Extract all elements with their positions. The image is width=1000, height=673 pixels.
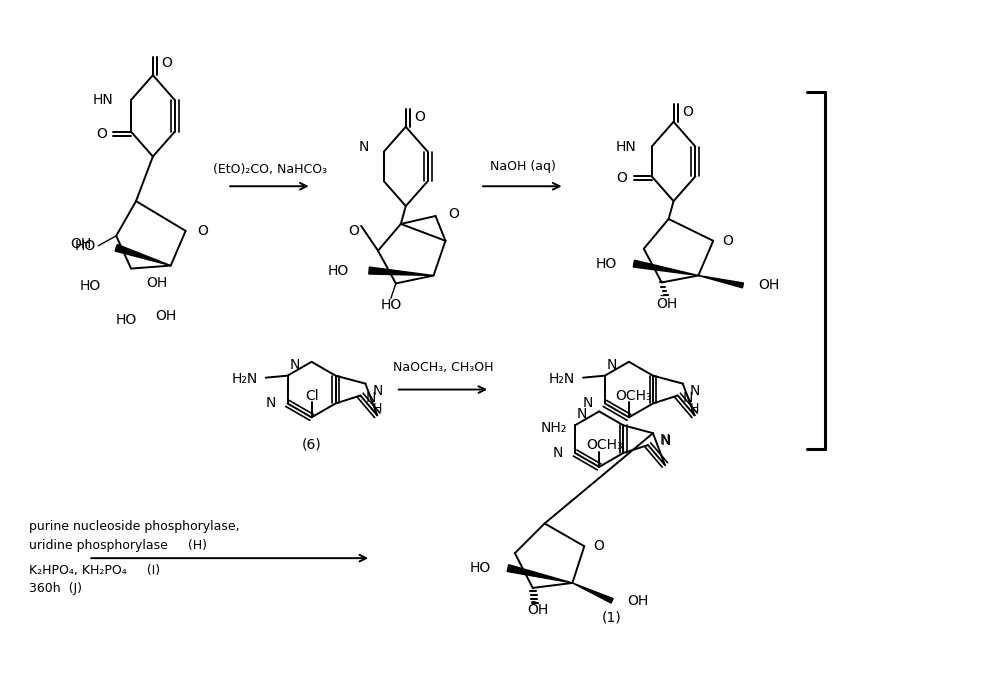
Text: N: N: [607, 358, 617, 371]
Text: HO: HO: [470, 561, 491, 575]
Polygon shape: [507, 565, 572, 583]
Text: N: N: [660, 433, 670, 447]
Text: OCH₃: OCH₃: [586, 438, 622, 452]
Text: ŌH: ŌH: [656, 297, 677, 312]
Text: Cl: Cl: [305, 388, 318, 402]
Text: N: N: [289, 358, 300, 371]
Text: N: N: [690, 384, 700, 398]
Text: N: N: [265, 396, 276, 411]
Text: O: O: [682, 105, 693, 119]
Text: N: N: [583, 396, 593, 411]
Text: NH₂: NH₂: [541, 421, 567, 435]
Text: H: H: [373, 402, 382, 415]
Text: O: O: [348, 224, 359, 238]
Text: N: N: [661, 434, 671, 448]
Text: O: O: [723, 234, 734, 248]
Polygon shape: [115, 244, 171, 266]
Text: HO: HO: [80, 279, 101, 293]
Text: N: N: [359, 139, 369, 153]
Text: NaOH (aq): NaOH (aq): [490, 160, 556, 173]
Text: O: O: [414, 110, 425, 124]
Text: H₂N: H₂N: [549, 371, 575, 386]
Text: O: O: [96, 127, 107, 141]
Polygon shape: [633, 260, 698, 275]
Text: N: N: [372, 384, 383, 398]
Text: H: H: [690, 402, 699, 415]
Polygon shape: [369, 267, 434, 275]
Text: OH: OH: [758, 279, 779, 293]
Text: ŌH: ŌH: [527, 603, 548, 616]
Text: OH: OH: [155, 309, 176, 323]
Text: (6): (6): [302, 437, 321, 451]
Text: N: N: [553, 446, 563, 460]
Text: OH: OH: [146, 277, 167, 291]
Text: O: O: [161, 57, 172, 70]
Text: (EtO)₂CO, NaHCO₃: (EtO)₂CO, NaHCO₃: [213, 163, 327, 176]
Text: HO: HO: [75, 239, 96, 253]
Text: purine nucleoside phosphorylase,: purine nucleoside phosphorylase,: [29, 520, 240, 533]
Text: O: O: [448, 207, 459, 221]
Text: (1): (1): [602, 610, 622, 625]
Text: HO: HO: [380, 298, 402, 312]
Text: OH: OH: [70, 237, 91, 251]
Text: NaOCH₃, CH₃OH: NaOCH₃, CH₃OH: [393, 361, 494, 374]
Text: OCH₃: OCH₃: [616, 388, 652, 402]
Text: H₂N: H₂N: [232, 371, 258, 386]
Text: HO: HO: [115, 313, 137, 327]
Text: uridine phosphorylase     (H): uridine phosphorylase (H): [29, 539, 207, 552]
Text: O: O: [617, 172, 627, 185]
Text: N: N: [365, 392, 376, 406]
Text: HN: HN: [616, 139, 637, 153]
Text: O: O: [594, 539, 605, 553]
Text: N: N: [577, 407, 587, 421]
Text: HN: HN: [92, 93, 113, 107]
Text: O: O: [198, 224, 208, 238]
Text: N: N: [682, 392, 693, 406]
Polygon shape: [698, 275, 744, 288]
Text: HO: HO: [328, 264, 349, 277]
Polygon shape: [572, 583, 613, 603]
Text: OH: OH: [627, 594, 648, 608]
Text: K₂HPO₄, KH₂PO₄     (I): K₂HPO₄, KH₂PO₄ (I): [29, 563, 160, 577]
Text: HO: HO: [596, 256, 617, 271]
Text: 360h  (J): 360h (J): [29, 582, 82, 596]
